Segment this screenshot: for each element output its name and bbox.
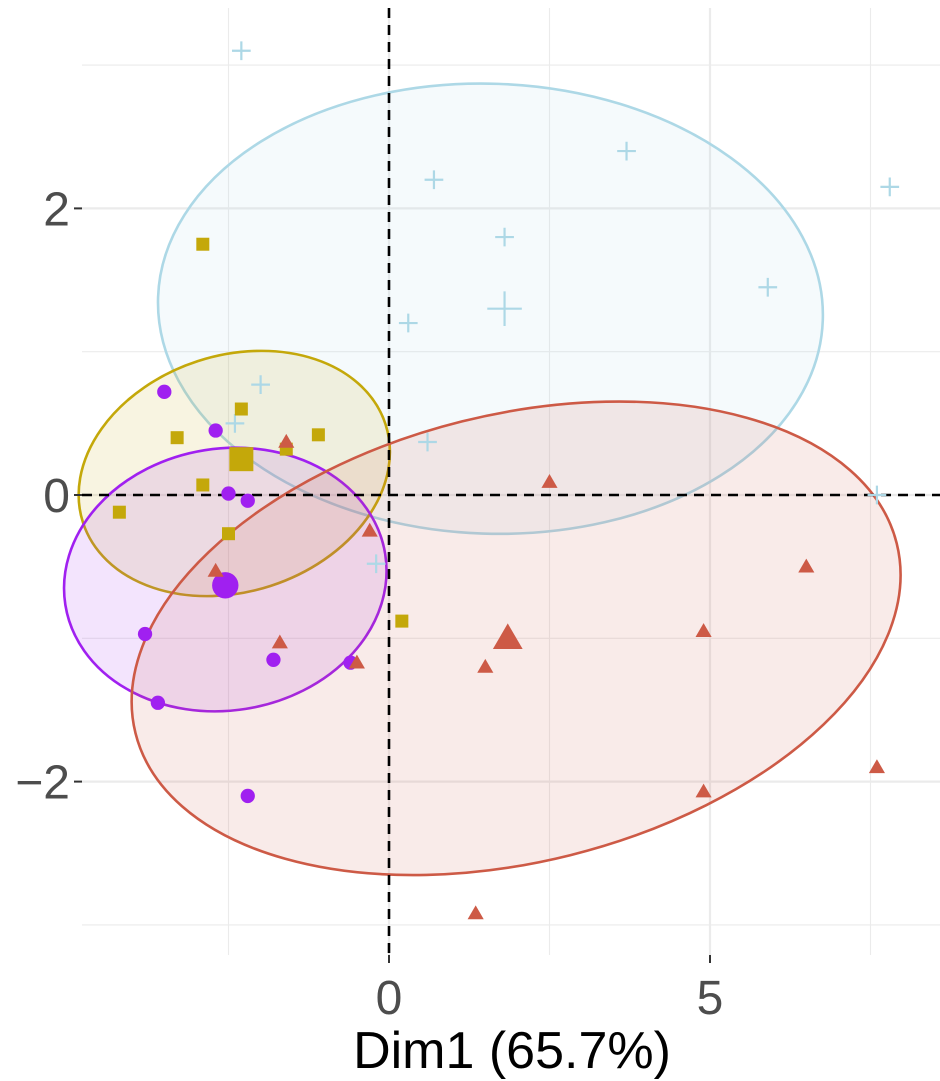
data-point-group-1 (880, 177, 900, 197)
data-point-group-2 (196, 478, 210, 492)
data-point-group-1 (225, 413, 245, 433)
data-point-group-2 (234, 402, 248, 416)
data-point-group-3 (266, 652, 281, 667)
data-point-group-3 (208, 423, 223, 438)
data-point-group-3 (157, 384, 172, 399)
data-point-group-4 (798, 558, 815, 573)
data-point-group-2 (112, 505, 126, 519)
data-point-group-3 (221, 486, 236, 501)
data-point-group-1 (418, 432, 437, 452)
data-point-group-2 (222, 527, 235, 541)
data-point-group-1 (366, 554, 386, 574)
axes: 0 5 −2 0 2 (15, 183, 723, 1025)
data-point-group-2 (170, 431, 184, 445)
data-point-group-4 (271, 634, 288, 649)
y-tick-label: 0 (43, 470, 70, 523)
data-point-group-4 (695, 783, 712, 798)
x-axis-title: Dim1 (65.7%) (353, 1022, 671, 1080)
data-point-group-1 (867, 485, 887, 505)
data-point-group-1 (617, 141, 636, 161)
data-point-group-1 (251, 375, 270, 395)
group-centroid-2 (229, 447, 254, 472)
group-ellipses (62, 82, 902, 877)
data-point-group-2 (196, 237, 210, 251)
data-point-group-3 (150, 695, 166, 710)
data-point-group-1 (758, 277, 778, 297)
data-point-group-3 (137, 626, 153, 642)
data-point-group-4 (695, 623, 712, 637)
data-point-group-2 (311, 428, 325, 442)
group-centroid-4 (492, 623, 523, 650)
x-tick-label: 5 (697, 972, 724, 1025)
data-point-group-4 (348, 654, 365, 669)
data-point-group-4 (278, 433, 295, 448)
data-point-group-4 (467, 905, 484, 920)
data-point-group-3 (240, 788, 255, 804)
y-tick-label: −2 (15, 757, 70, 810)
data-point-group-1 (424, 170, 444, 190)
group-centroid-3 (212, 572, 239, 599)
data-points (112, 41, 900, 920)
data-point-group-1 (495, 227, 514, 247)
group-centroid-1 (487, 291, 522, 326)
data-point-group-4 (868, 759, 885, 774)
data-point-group-3 (240, 493, 255, 508)
group-ellipse-2 (77, 349, 392, 598)
data-point-group-4 (207, 562, 224, 577)
data-point-group-4 (361, 522, 378, 537)
data-point-group-2 (395, 614, 409, 628)
x-tick-label: 0 (376, 972, 403, 1025)
data-point-group-1 (398, 313, 418, 333)
y-tick-label: 2 (43, 183, 70, 236)
data-point-group-4 (541, 474, 558, 488)
data-point-group-1 (231, 41, 251, 61)
data-point-group-4 (477, 658, 494, 673)
